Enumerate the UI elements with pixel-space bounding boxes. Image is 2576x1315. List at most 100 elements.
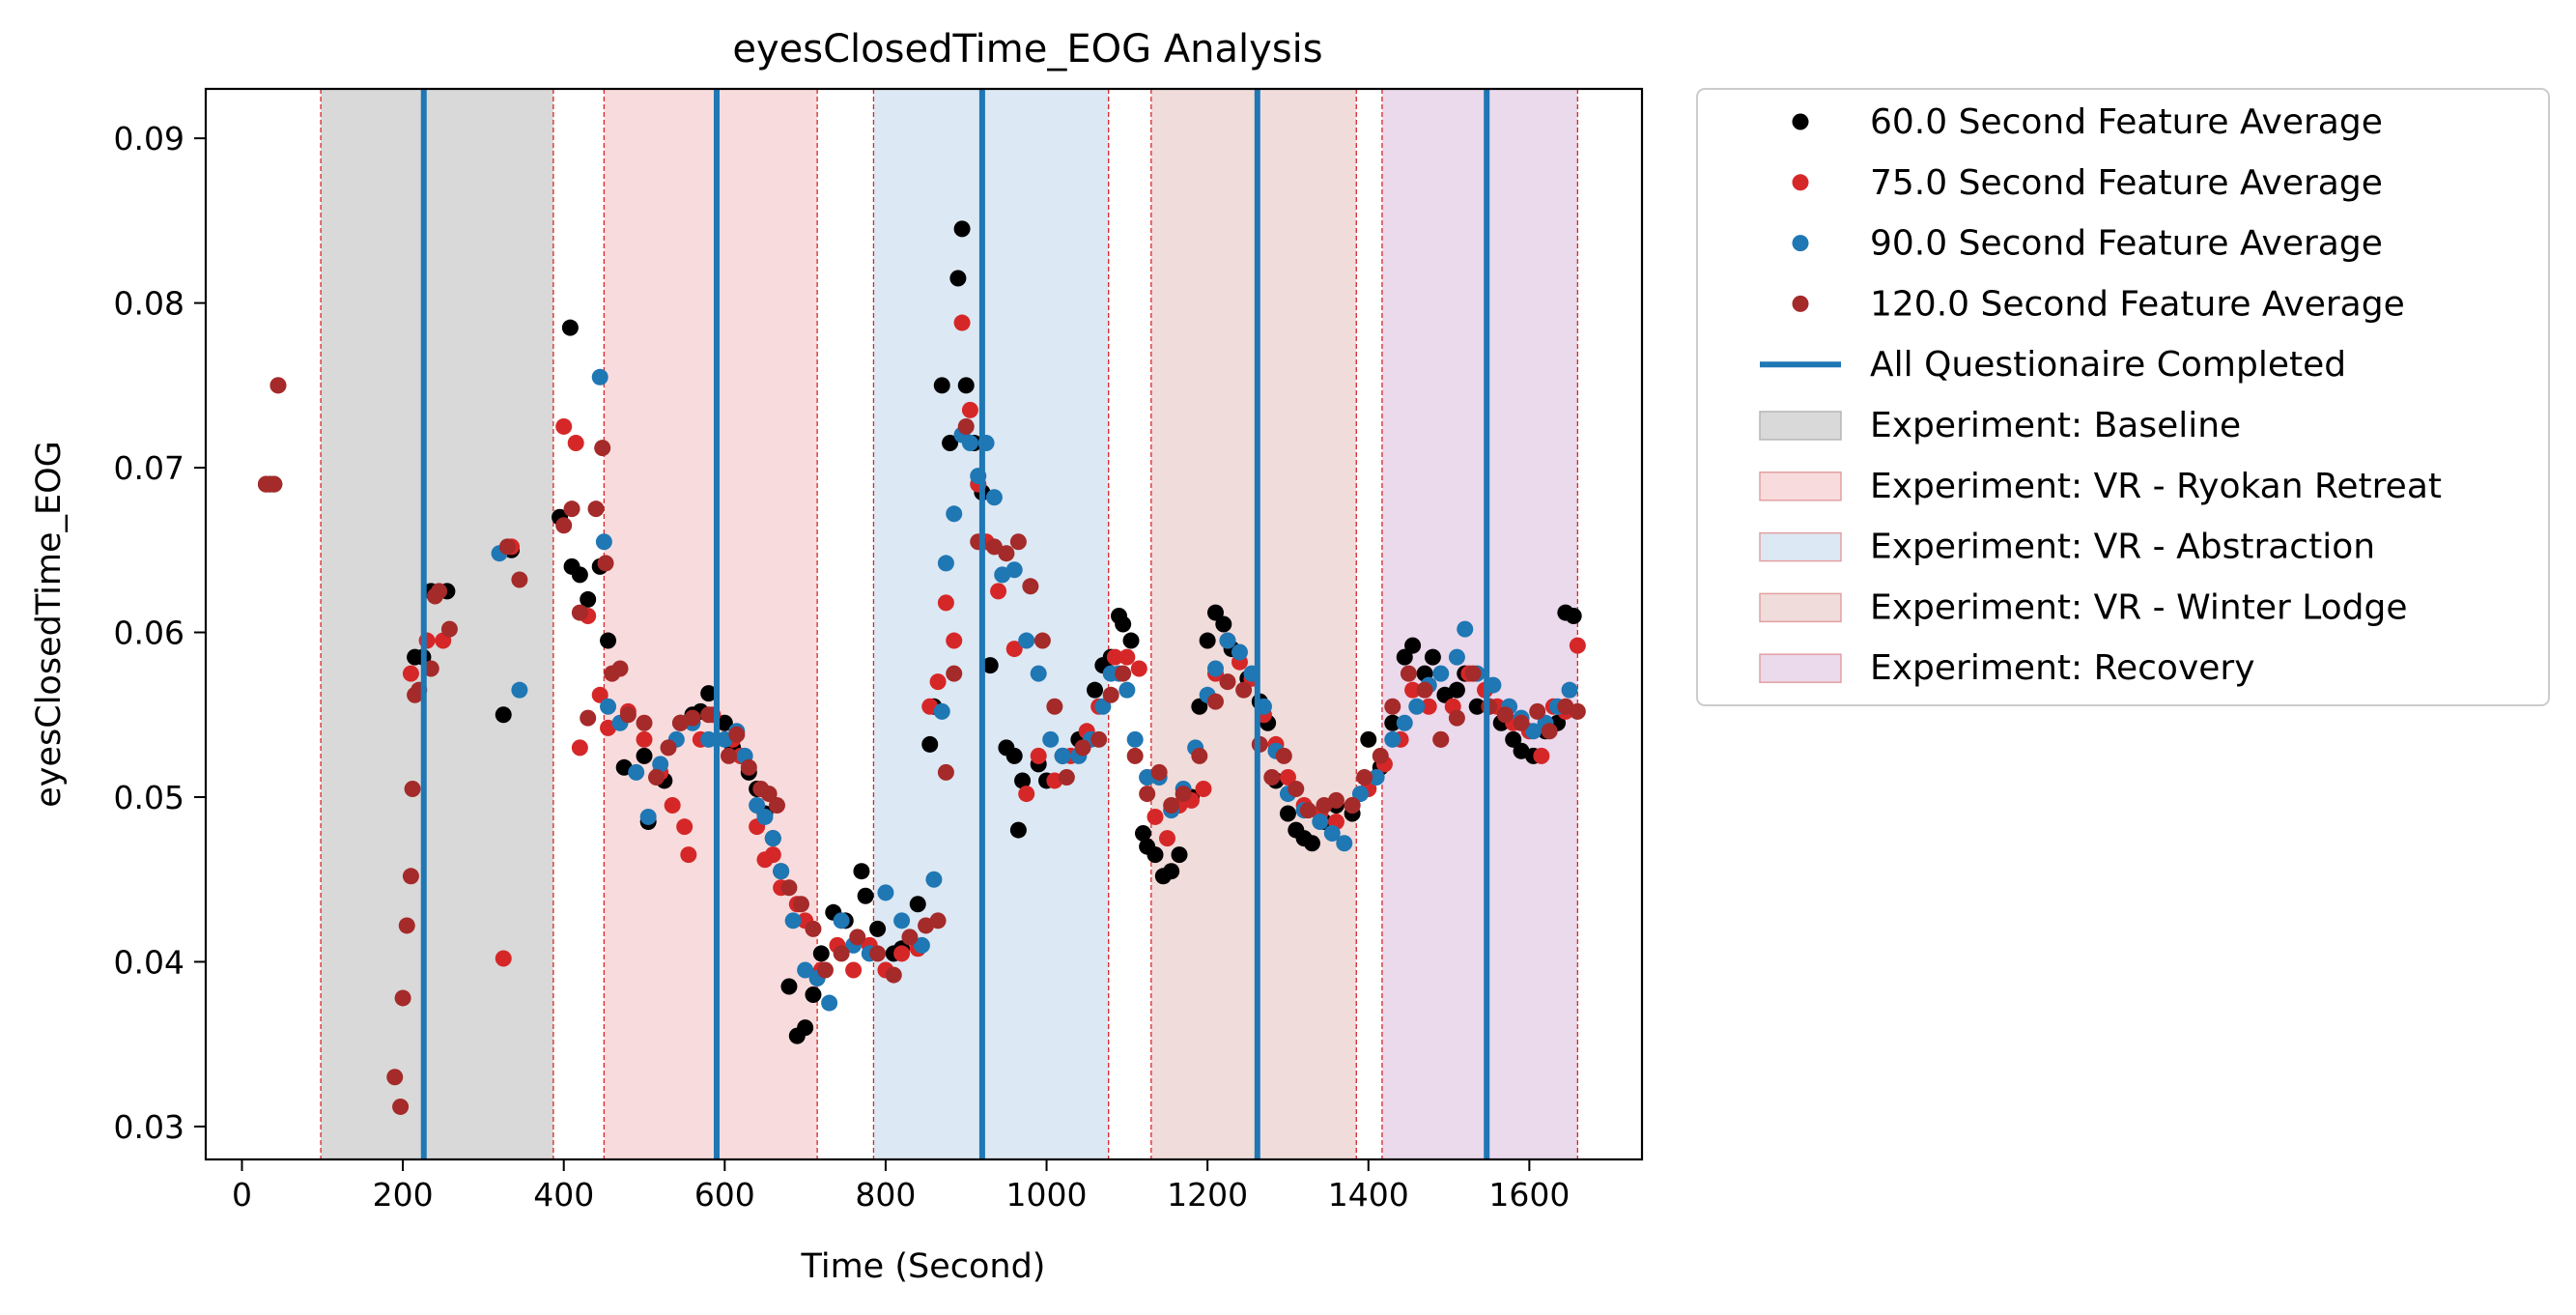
- point-0-105: [1505, 730, 1522, 748]
- point-1-48: [1030, 747, 1047, 764]
- point-2-42: [1042, 730, 1060, 748]
- point-1-47: [1018, 786, 1035, 803]
- legend-label-0: 60.0 Second Feature Average: [1870, 102, 2383, 142]
- point-3-73: [1235, 681, 1253, 699]
- point-0-77: [1199, 632, 1216, 649]
- point-1-17: [664, 797, 681, 815]
- point-1-10: [571, 739, 588, 757]
- point-3-18: [563, 500, 580, 518]
- point-2-43: [1054, 747, 1071, 764]
- y-tick-label-3: 0.06: [114, 615, 184, 652]
- point-3-26: [619, 706, 637, 724]
- x-tick-label-7: 1400: [1328, 1176, 1409, 1214]
- legend-label-3: 120.0 Second Feature Average: [1870, 284, 2405, 324]
- point-2-31: [937, 555, 954, 572]
- point-3-82: [1356, 769, 1373, 786]
- point-3-59: [1046, 698, 1063, 715]
- point-0-57: [1009, 821, 1027, 839]
- point-3-32: [700, 706, 718, 724]
- point-3-39: [780, 879, 798, 897]
- point-1-26: [764, 846, 781, 864]
- point-0-58: [1014, 772, 1032, 789]
- x-axis: 0 200 400 600 800 1000 1200 1400 1600: [232, 1159, 1570, 1214]
- point-1-55: [1130, 660, 1147, 677]
- point-1-88: [1569, 637, 1586, 654]
- point-3-33: [720, 747, 737, 764]
- point-2-59: [1231, 643, 1248, 661]
- point-3-88: [1448, 709, 1465, 727]
- y-tick-label-6: 0.09: [114, 120, 184, 157]
- point-3-42: [816, 961, 834, 979]
- point-2-26: [877, 884, 894, 901]
- point-0-63: [1087, 681, 1104, 699]
- point-0-94: [1384, 714, 1401, 731]
- point-3-40: [792, 896, 809, 913]
- y-axis: 0.03 0.04 0.05 0.06 0.07 0.08 0.09: [114, 120, 206, 1146]
- point-2-76: [1457, 620, 1474, 638]
- point-0-111: [1565, 607, 1582, 624]
- point-0-71: [1146, 846, 1164, 864]
- point-1-9: [567, 434, 584, 451]
- point-0-76: [1191, 698, 1208, 715]
- point-2-34: [961, 434, 978, 451]
- point-3-57: [1022, 578, 1039, 595]
- point-3-11: [422, 660, 439, 677]
- y-tick-label-1: 0.04: [114, 943, 184, 981]
- y-tick-label-4: 0.07: [114, 449, 184, 487]
- point-2-6: [628, 763, 645, 781]
- legend: 60.0 Second Feature Average 75.0 Second F…: [1696, 88, 2550, 706]
- point-3-23: [597, 555, 614, 572]
- point-2-1: [511, 681, 528, 699]
- point-3-89: [1464, 665, 1482, 682]
- point-1-6: [495, 950, 512, 967]
- point-3-77: [1288, 780, 1305, 797]
- point-3-20: [580, 709, 597, 727]
- point-3-41: [805, 920, 822, 937]
- point-0-51: [957, 377, 975, 394]
- point-3-14: [440, 620, 458, 638]
- point-0-54: [981, 657, 999, 674]
- point-0-98: [1424, 648, 1441, 666]
- point-1-35: [893, 945, 911, 962]
- point-0-13: [580, 590, 597, 608]
- legend-swatch-experiment-1: [1759, 472, 1842, 501]
- legend-label-experiment-3: Experiment: VR - Winter Lodge: [1870, 587, 2408, 627]
- point-3-7: [402, 868, 419, 885]
- point-3-29: [660, 739, 677, 757]
- legend-label-questionnaire: All Questionaire Completed: [1870, 345, 2346, 385]
- point-2-22: [821, 994, 838, 1012]
- point-2-4: [600, 698, 617, 715]
- point-3-63: [1102, 686, 1119, 703]
- point-1-38: [929, 673, 947, 691]
- point-2-84: [1561, 681, 1578, 699]
- point-0-49: [949, 270, 967, 287]
- x-tick-label-5: 1000: [1006, 1176, 1088, 1214]
- point-1-54: [1118, 648, 1136, 666]
- point-1-18: [676, 818, 694, 836]
- legend-label-2: 90.0 Second Feature Average: [1870, 224, 2383, 264]
- point-0-34: [797, 1019, 814, 1037]
- point-2-39: [1005, 561, 1023, 579]
- point-3-6: [398, 917, 415, 934]
- point-3-15: [498, 538, 516, 556]
- point-2-27: [893, 912, 911, 929]
- x-tick-label-3: 600: [694, 1176, 755, 1214]
- plot-area: [257, 89, 1586, 1159]
- point-3-38: [768, 797, 785, 815]
- point-2-50: [1126, 730, 1144, 748]
- point-3-1: [266, 475, 283, 493]
- point-1-77: [1420, 698, 1437, 715]
- point-2-57: [1206, 660, 1224, 677]
- legend-label-1: 75.0 Second Feature Average: [1870, 163, 2383, 203]
- legend-marker-0: [1792, 113, 1809, 130]
- point-2-70: [1384, 730, 1401, 748]
- point-1-45: [990, 583, 1007, 600]
- experiment-span-4: [1381, 89, 1578, 1159]
- point-3-91: [1496, 706, 1514, 724]
- point-3-72: [1219, 673, 1236, 691]
- point-3-55: [998, 545, 1015, 562]
- point-0-44: [909, 896, 926, 913]
- x-tick-label-2: 400: [533, 1176, 594, 1214]
- point-1-19: [680, 846, 697, 864]
- point-1-41: [953, 314, 971, 331]
